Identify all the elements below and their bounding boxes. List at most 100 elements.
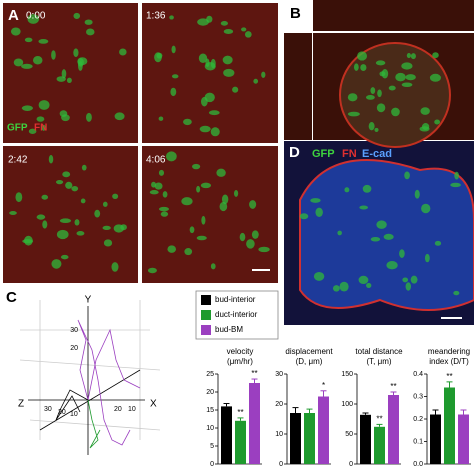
bar (430, 414, 441, 464)
cell (196, 185, 201, 193)
cell (13, 58, 24, 67)
cell (434, 240, 442, 246)
timestamp: 1:36 (146, 11, 166, 22)
legend-label: duct-interior (215, 310, 258, 319)
track (55, 389, 89, 421)
y-tick-label: 0.4 (413, 371, 423, 378)
y-tick-label: 5 (210, 443, 214, 450)
cell (60, 254, 69, 260)
track (87, 328, 141, 401)
cell (360, 64, 367, 72)
cell (232, 86, 239, 93)
cell (310, 198, 321, 203)
cell (119, 48, 127, 56)
cell (86, 28, 95, 36)
cell (162, 191, 168, 198)
cell (377, 89, 382, 98)
cell (424, 253, 430, 263)
cell (28, 128, 37, 134)
cell (401, 82, 413, 88)
cell (10, 27, 21, 36)
chart-title: meandering (428, 347, 470, 356)
cell (219, 201, 228, 212)
annotation: ** (376, 415, 382, 424)
cell (111, 262, 119, 272)
cell (201, 215, 206, 225)
cell (210, 263, 216, 270)
cell (61, 69, 67, 79)
cell (84, 19, 93, 25)
cell (15, 192, 23, 203)
image-frame (313, 0, 474, 31)
cell (21, 105, 33, 111)
axis-label: X (150, 399, 157, 410)
cell (166, 151, 177, 162)
cell (401, 62, 413, 70)
cell (222, 55, 233, 65)
cell (368, 121, 375, 131)
cell (41, 194, 49, 200)
image-frame (3, 146, 138, 283)
cell (80, 198, 86, 204)
cell (56, 180, 64, 185)
cell (41, 124, 46, 131)
cell (183, 118, 192, 126)
cell (422, 123, 430, 131)
cell (76, 231, 85, 236)
track (87, 399, 101, 449)
cell (24, 37, 33, 43)
cell (56, 229, 69, 240)
cell (171, 74, 179, 79)
y-tick-label: 20 (206, 389, 214, 396)
bar (290, 413, 301, 464)
cell (249, 200, 257, 209)
cell (339, 281, 349, 292)
cell (51, 259, 62, 269)
cell (388, 85, 396, 91)
cell (120, 224, 127, 231)
cell (358, 275, 369, 285)
cell (261, 71, 266, 78)
annotation: * (322, 381, 325, 390)
cell (38, 100, 50, 110)
cell (450, 182, 461, 188)
cell (102, 201, 108, 207)
cell (149, 190, 159, 195)
cell (379, 71, 386, 77)
cell (170, 87, 177, 97)
cell (181, 197, 193, 206)
chart-title: velocity (227, 347, 254, 356)
cell (453, 290, 460, 296)
stain-label: FN (34, 123, 47, 134)
tissue (339, 42, 451, 148)
cell (66, 77, 72, 84)
legend-label: bud-BM (215, 325, 243, 334)
cell (399, 249, 405, 258)
cell (200, 182, 212, 189)
image-frame (142, 3, 278, 143)
cell (353, 63, 359, 71)
cell (347, 111, 360, 117)
cell (405, 74, 416, 81)
tick-label: 20 (70, 345, 78, 352)
cell (359, 205, 369, 210)
cell (94, 209, 101, 218)
cell (347, 93, 358, 102)
legend-box (195, 290, 279, 340)
cell (246, 239, 255, 249)
legend-label: bud-interior (215, 295, 256, 304)
bar (388, 395, 399, 464)
cell (253, 78, 259, 84)
y-tick-label: 15 (206, 407, 214, 414)
tick-label: 30 (70, 327, 78, 334)
cell (244, 31, 252, 38)
cell (147, 267, 157, 274)
cell (370, 87, 376, 95)
axis (39, 369, 141, 431)
cell (48, 154, 54, 164)
cell (158, 169, 165, 176)
bar (304, 413, 315, 464)
cell (221, 194, 229, 205)
y-tick-label: 0 (349, 461, 353, 468)
